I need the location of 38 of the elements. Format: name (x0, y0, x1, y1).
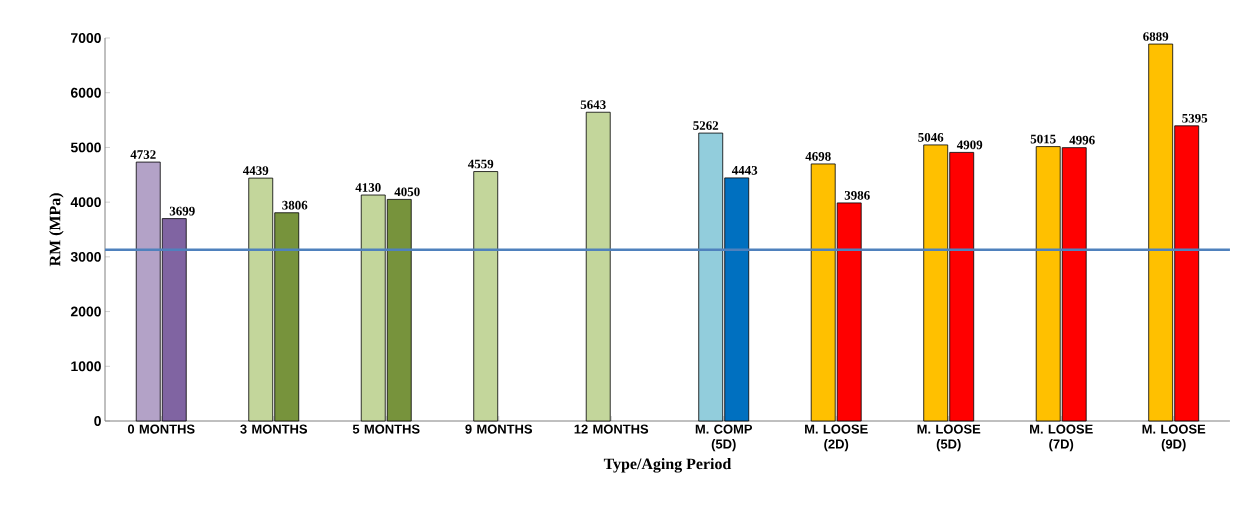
x-tick-label: 0 MONTHS (127, 424, 195, 434)
data-label: 3699 (169, 206, 195, 216)
x-tick-label: 5 MONTHS (352, 424, 420, 434)
y-tick-label: 1000 (71, 361, 101, 372)
data-label: 4996 (1069, 135, 1095, 145)
data-label: 3986 (844, 190, 870, 200)
data-label: 5046 (918, 132, 944, 142)
data-label: 3806 (282, 200, 308, 210)
x-tick-label: M. LOOSE (9D) (1142, 424, 1206, 452)
y-tick-label: 5000 (70, 142, 101, 153)
x-tick-label: M. LOOSE (5D) (917, 424, 981, 452)
data-label: 4130 (355, 183, 381, 192)
data-label: 4732 (130, 150, 156, 159)
data-label: 4698 (805, 152, 831, 161)
y-tick-label: 0 (94, 416, 101, 426)
x-tick-label: M. LOOSE (2D) (805, 424, 868, 452)
x-tick-label: 9 MONTHS (465, 424, 533, 434)
y-tick-label: 7000 (71, 33, 101, 43)
y-tick-label: 2000 (70, 306, 101, 317)
y-tick-label: 6000 (70, 87, 101, 98)
x-tick-label: M. LOOSE (7D) (1030, 424, 1093, 452)
y-axis-title: RM (MPa) (49, 193, 64, 267)
data-label: 5262 (693, 121, 719, 130)
x-tick-label: 12 MONTHS (574, 424, 649, 434)
data-label: 4439 (242, 166, 269, 175)
data-label: 5643 (580, 100, 606, 110)
y-tick-label: 4000 (70, 197, 101, 208)
x-axis-title: Type/Aging Period (603, 458, 732, 473)
data-label: 5015 (1030, 134, 1056, 144)
data-label: 4443 (731, 166, 758, 175)
x-tick-label: 3 MONTHS (240, 424, 308, 434)
data-label: 4559 (467, 159, 494, 169)
data-label: 5395 (1182, 113, 1208, 123)
data-label: 4909 (956, 140, 983, 150)
data-label: 4050 (394, 187, 420, 197)
x-tick-label: M. COMP (5D) (695, 424, 753, 452)
y-tick-label: 3000 (70, 251, 101, 262)
data-label: 6889 (1143, 32, 1169, 41)
